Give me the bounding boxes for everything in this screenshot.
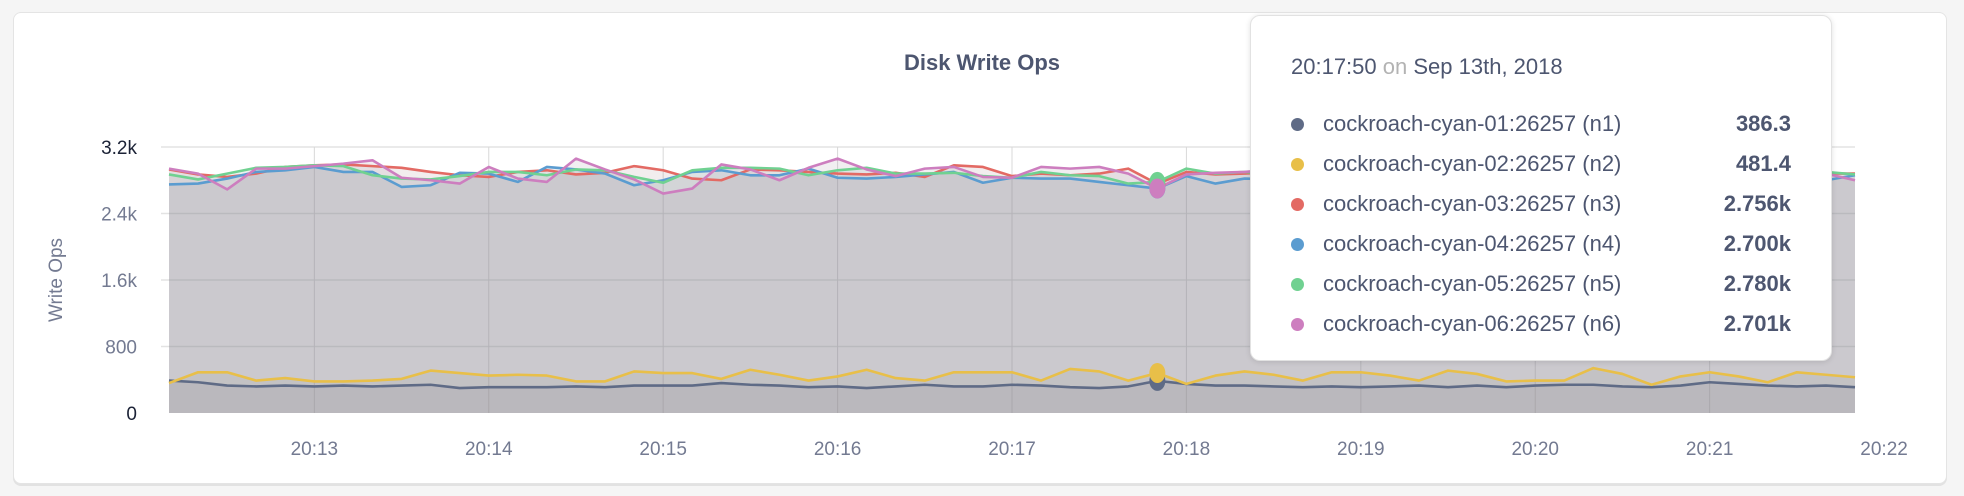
- y-tick-label: 2.4k: [101, 205, 137, 226]
- series-area-n2: [169, 368, 1855, 413]
- y-tick-label: 3.2k: [101, 138, 137, 159]
- tooltip-row: cockroach-cyan-04:26257 (n4) 2.700k: [1291, 224, 1791, 264]
- x-tick-label: 20:13: [291, 439, 339, 460]
- series-color-dot-icon: [1291, 117, 1304, 131]
- series-line-n1[interactable]: [168, 379, 1856, 390]
- tooltip-row: cockroach-cyan-03:26257 (n3) 2.756k: [1291, 184, 1791, 224]
- hover-point-n6: [1149, 178, 1166, 199]
- tooltip-series-value: 2.780k: [1723, 271, 1791, 296]
- series-color-dot-icon: [1291, 157, 1304, 171]
- x-tick-label: 20:18: [1163, 439, 1211, 460]
- tooltip-header: 20:17:50 on Sep 13th, 2018: [1291, 54, 1563, 80]
- series-color-dot-icon: [1291, 237, 1304, 251]
- tooltip-time: 20:17:50: [1291, 54, 1377, 79]
- tooltip-series-name: cockroach-cyan-06:26257 (n6): [1323, 311, 1622, 336]
- tooltip-row: cockroach-cyan-05:26257 (n5) 2.780k: [1291, 264, 1791, 304]
- tooltip-series-value: 2.756k: [1723, 191, 1791, 216]
- x-tick-label: 20:21: [1686, 439, 1734, 460]
- tooltip-row: cockroach-cyan-06:26257 (n6) 2.701k: [1291, 304, 1791, 344]
- chart-title: Disk Write Ops: [903, 50, 1061, 75]
- series-color-dot-icon: [1291, 317, 1304, 331]
- tooltip-series-name: cockroach-cyan-05:26257 (n5): [1323, 271, 1622, 296]
- tooltip-series-value: 2.700k: [1723, 231, 1791, 256]
- y-axis-ticks: 0 800 1.6k 2.4k 3.2k: [101, 138, 137, 425]
- tooltip-series-value: 481.4: [1735, 151, 1791, 176]
- hover-point-n2: [1149, 362, 1166, 383]
- series-area-tint-n2: [169, 368, 1855, 413]
- x-tick-label: 20:15: [639, 439, 687, 460]
- series-area-tint-n1: [169, 380, 1855, 413]
- y-tick-label: 0: [126, 404, 137, 425]
- tooltip-row: cockroach-cyan-01:26257 (n1) 386.3: [1291, 104, 1791, 144]
- series-color-dot-icon: [1291, 277, 1304, 291]
- x-axis-ticks: 20:13 20:14 20:15 20:16 20:17 20:18 20:19 20:20…: [291, 439, 1908, 460]
- x-tick-label: 20:14: [465, 439, 513, 460]
- x-tick-label: 20:16: [814, 439, 862, 460]
- tooltip-series-value: 2.701k: [1723, 311, 1791, 336]
- series-color-dot-icon: [1291, 197, 1304, 211]
- y-tick-label: 800: [105, 338, 137, 359]
- x-tick-label: 20:20: [1511, 439, 1559, 460]
- tooltip-row: cockroach-cyan-02:26257 (n2) 481.4: [1291, 144, 1791, 184]
- series-area-n1: [169, 380, 1855, 413]
- tooltip-date: Sep 13th, 2018: [1413, 54, 1563, 79]
- series-line-n2[interactable]: [168, 366, 1856, 387]
- tooltip-series-name: cockroach-cyan-02:26257 (n2): [1323, 151, 1622, 176]
- x-tick-label: 20:17: [988, 439, 1036, 460]
- tooltip-series-name: cockroach-cyan-01:26257 (n1): [1323, 111, 1622, 136]
- x-tick-label: 20:19: [1337, 439, 1385, 460]
- y-tick-label: 1.6k: [101, 271, 137, 292]
- hover-markers: [1149, 171, 1166, 391]
- tooltip-series-name: cockroach-cyan-04:26257 (n4): [1323, 231, 1622, 256]
- tooltip-series-name: cockroach-cyan-03:26257 (n3): [1323, 191, 1622, 216]
- hover-tooltip: 20:17:50 on Sep 13th, 2018 cockroach-cya…: [1250, 15, 1832, 361]
- tooltip-on: on: [1382, 54, 1408, 79]
- x-tick-label: 20:22: [1860, 439, 1908, 460]
- y-axis-label: Write Ops: [46, 238, 67, 322]
- tooltip-series-value: 386.3: [1735, 111, 1791, 136]
